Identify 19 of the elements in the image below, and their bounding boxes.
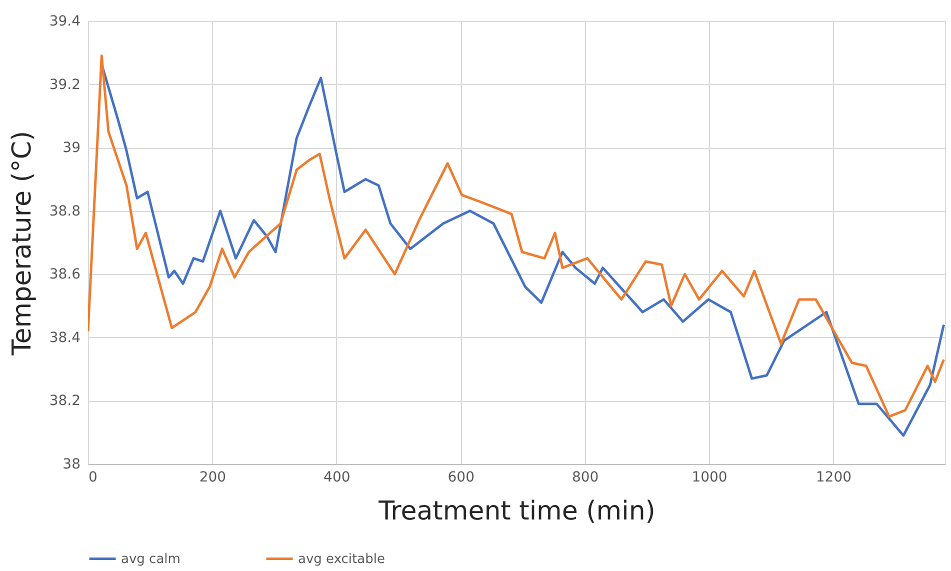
legend-label: avg excitable: [298, 552, 385, 567]
x-tick-label: 1000: [692, 470, 728, 486]
y-tick-label: 39.2: [49, 76, 80, 93]
y-tick-label: 39.4: [49, 14, 81, 30]
y-tick-label: 38.2: [49, 393, 80, 410]
y-tick-label: 38.6: [49, 266, 81, 283]
x-tick-label: 800: [572, 470, 599, 486]
x-tick-label: 600: [448, 470, 474, 486]
x-tick-label: 200: [199, 470, 226, 486]
y-tick-label: 38.8: [49, 203, 80, 220]
y-tick-label: 38.4: [49, 330, 81, 346]
y-tick-label: 38: [62, 456, 80, 472]
x-tick-label: 1200: [816, 470, 852, 486]
y-axis-title: Temperature (°C): [7, 130, 38, 356]
legend-label: avg calm: [121, 552, 180, 567]
x-tick-label: 0: [88, 470, 98, 486]
x-tick-label: 400: [324, 470, 350, 486]
x-axis-title: Treatment time (min): [378, 496, 656, 526]
y-tick-label: 39: [62, 140, 80, 156]
